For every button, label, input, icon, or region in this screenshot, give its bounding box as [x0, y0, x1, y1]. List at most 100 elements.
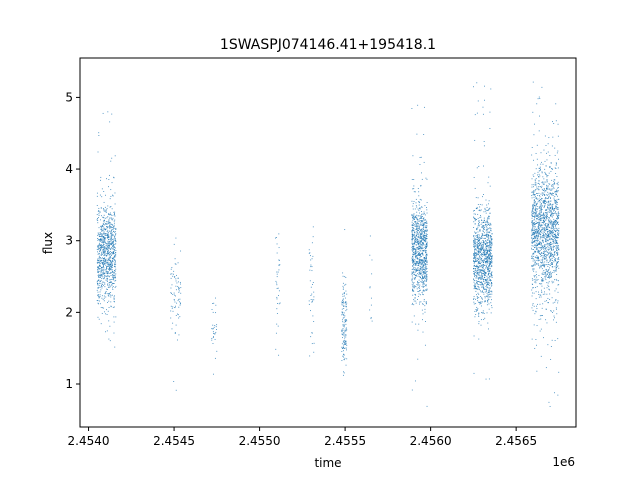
data-point: [484, 208, 486, 210]
data-point: [478, 277, 480, 279]
data-point: [482, 106, 484, 108]
data-point: [422, 319, 423, 321]
data-point: [483, 235, 485, 237]
data-point: [553, 220, 555, 222]
data-point: [535, 339, 537, 340]
data-point: [425, 250, 427, 252]
data-point: [101, 270, 103, 272]
data-point: [114, 255, 116, 257]
data-point: [543, 202, 545, 203]
data-point: [483, 220, 485, 221]
data-point: [542, 235, 544, 237]
data-point: [547, 284, 549, 286]
data-point: [486, 270, 488, 272]
data-point: [104, 274, 105, 276]
data-point: [539, 253, 541, 255]
data-point: [481, 269, 483, 271]
data-point: [412, 227, 414, 229]
data-point: [111, 236, 113, 238]
data-point: [476, 306, 478, 308]
data-point: [106, 273, 108, 274]
data-point: [543, 183, 545, 185]
data-point: [113, 242, 114, 244]
data-point: [345, 327, 347, 329]
data-point: [490, 285, 492, 287]
data-point: [540, 218, 542, 220]
data-point: [489, 253, 491, 255]
data-point: [107, 247, 109, 249]
data-point: [473, 288, 475, 290]
data-point: [555, 207, 557, 209]
data-point: [543, 220, 544, 222]
data-point: [546, 244, 548, 246]
data-point: [413, 248, 415, 250]
data-point: [549, 293, 551, 295]
data-point: [478, 267, 480, 268]
data-point: [532, 304, 534, 306]
data-point: [415, 269, 417, 271]
data-point: [544, 244, 546, 246]
data-point: [541, 307, 543, 309]
data-point: [484, 264, 485, 266]
data-point: [179, 302, 181, 304]
data-point: [416, 251, 418, 253]
data-point: [99, 254, 101, 256]
data-point: [474, 256, 475, 258]
data-point: [545, 225, 547, 227]
data-point: [479, 256, 481, 258]
data-point: [105, 258, 107, 260]
data-point: [539, 216, 541, 218]
data-point: [487, 247, 489, 249]
data-point: [552, 240, 554, 242]
data-point: [532, 222, 534, 224]
data-point: [473, 279, 475, 281]
data-point: [418, 239, 420, 241]
data-point: [556, 208, 558, 209]
data-point: [275, 237, 277, 238]
data-point: [414, 263, 416, 265]
data-point: [426, 241, 428, 243]
data-point: [419, 254, 421, 256]
data-point: [545, 190, 547, 191]
data-point: [419, 207, 421, 209]
data-point: [553, 245, 555, 247]
data-point: [551, 204, 553, 206]
data-point: [549, 236, 551, 238]
data-point: [422, 331, 424, 333]
data-point: [473, 240, 474, 242]
data-point: [101, 274, 103, 276]
data-point: [535, 257, 537, 259]
data-point: [491, 282, 492, 284]
data-point: [483, 232, 485, 234]
data-point: [371, 259, 373, 261]
data-point: [477, 197, 479, 199]
data-point: [489, 265, 491, 267]
data-point: [98, 296, 100, 298]
data-point: [490, 257, 492, 259]
data-point: [551, 213, 553, 214]
data-point: [99, 294, 101, 296]
data-point: [531, 213, 533, 215]
data-point: [211, 337, 213, 339]
data-point: [310, 295, 312, 296]
data-point: [536, 237, 538, 239]
data-point: [555, 288, 557, 290]
data-point: [100, 244, 102, 246]
data-point: [534, 244, 536, 246]
data-point: [107, 240, 109, 242]
data-point: [341, 308, 343, 310]
data-point: [557, 212, 559, 214]
data-point: [212, 337, 214, 339]
data-point: [481, 244, 483, 246]
data-point: [344, 302, 346, 304]
data-point: [425, 256, 427, 258]
data-point: [540, 215, 542, 217]
data-point: [532, 208, 534, 210]
data-point: [212, 373, 214, 375]
data-point: [96, 248, 98, 250]
data-point: [425, 268, 427, 269]
data-point: [411, 273, 413, 275]
data-point: [415, 222, 417, 224]
data-point: [552, 232, 554, 233]
data-point: [543, 254, 545, 256]
